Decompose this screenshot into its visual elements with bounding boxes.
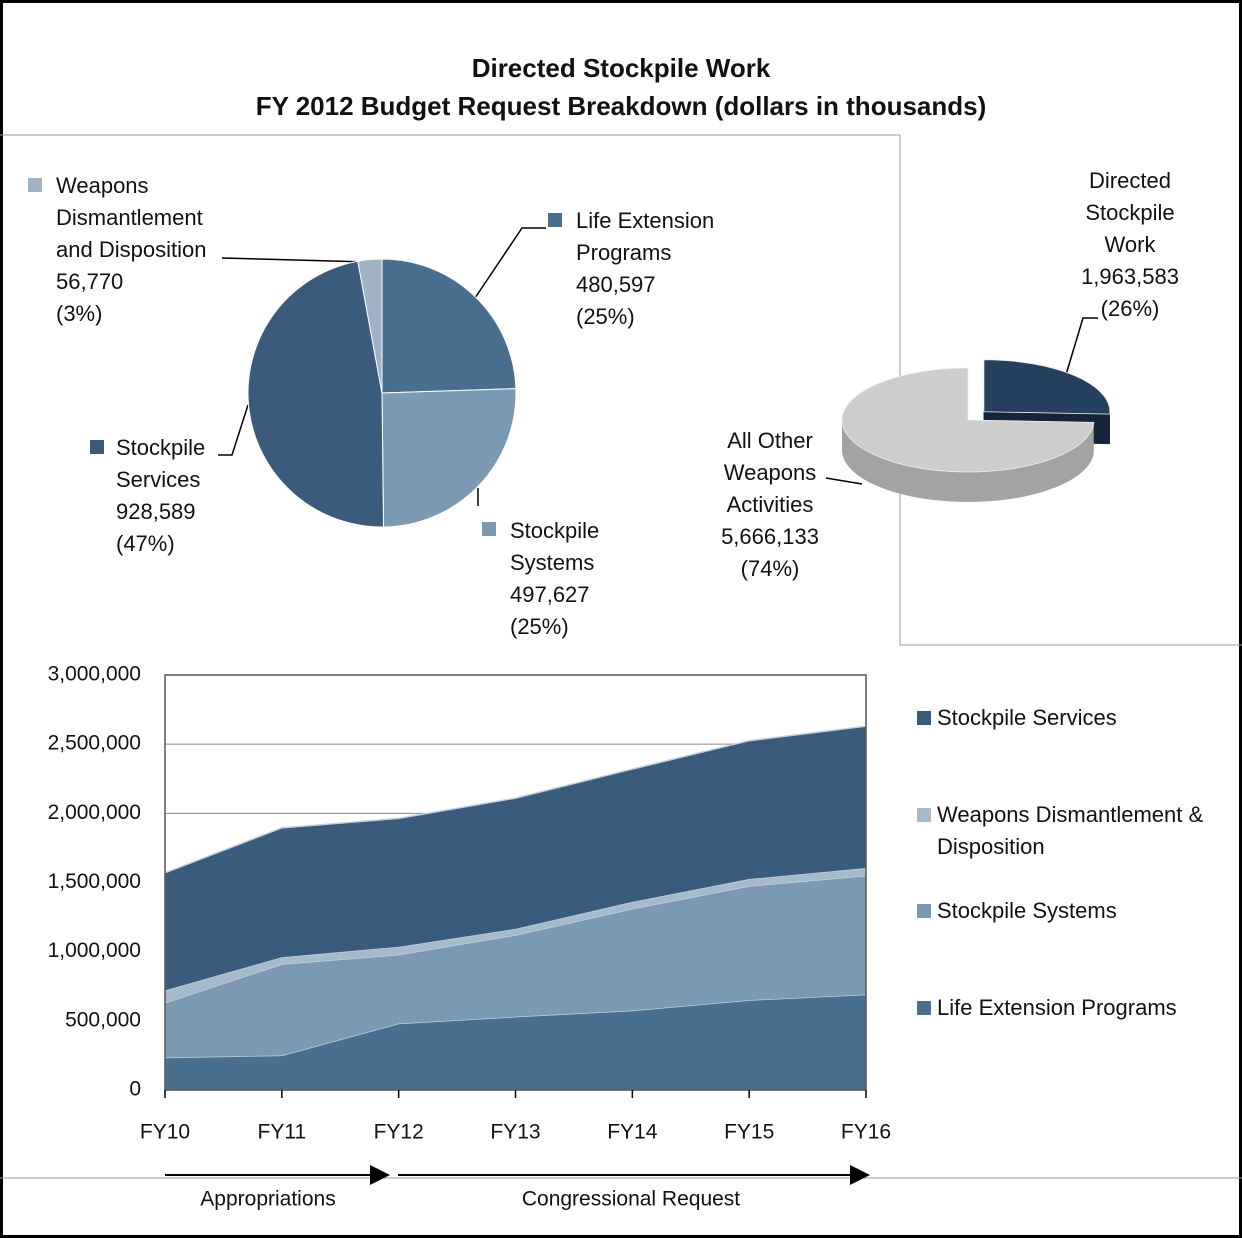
legend-swatch (917, 711, 931, 725)
legend-label: Weapons Dismantlement & Disposition (937, 801, 1204, 859)
legend-label: Life Extension Programs (937, 994, 1177, 1020)
pie-slice (357, 258, 383, 394)
pie-slice (247, 260, 385, 528)
pie-label: Life Extension Programs 480,597 (25%) (576, 205, 741, 333)
pie-label: Directed Stockpile Work 1,963,583 (26%) (1060, 165, 1200, 325)
label-value: 1,963,583 (1081, 264, 1179, 289)
chart-title: Directed Stockpile Work (472, 53, 771, 83)
y-tick-label: 1,500,000 (48, 870, 141, 893)
label-percent: (74%) (740, 556, 800, 581)
label-value: 497,627 (510, 582, 590, 607)
x-tick-label: FY12 (374, 1121, 424, 1144)
y-tick-label: 1,000,000 (48, 939, 141, 962)
label-name: All Other Weapons Activities (723, 428, 817, 517)
label-value: 480,597 (576, 272, 656, 297)
label-percent: (26%) (1100, 296, 1160, 321)
legend-swatch (917, 807, 931, 822)
area-edge (164, 725, 867, 874)
pie-label: Stockpile Services 928,589 (47%) (116, 432, 226, 560)
pie-slice (983, 359, 1111, 415)
legend-entry: Weapons Dismantlement & Disposition (917, 799, 1237, 863)
legend-label: Stockpile Systems (937, 898, 1117, 923)
pie-label: All Other Weapons Activities 5,666,133 (… (705, 425, 835, 585)
label-percent: (47%) (116, 531, 175, 556)
leader-line (1064, 317, 1098, 379)
x-tick-label: FY10 (140, 1121, 190, 1144)
label-value: 56,770 (56, 269, 124, 294)
pie-label-swatch (548, 213, 562, 227)
pie-label-swatch (28, 178, 42, 192)
area (165, 875, 866, 1058)
legend-swatch (917, 1000, 931, 1015)
x-tick-label: FY14 (607, 1121, 658, 1144)
area (165, 726, 866, 991)
annotation: Congressional Request (522, 1188, 740, 1211)
y-tick-label: 500,000 (65, 1008, 141, 1031)
y-tick-label: 3,000,000 (48, 663, 141, 686)
pie-label: Weapons Dismantlement and Disposition 56… (56, 170, 236, 330)
legend-entry: Stockpile Systems (917, 895, 1237, 927)
pie-slice (381, 258, 517, 394)
legend-entry: Stockpile Services (917, 702, 1237, 734)
area (165, 867, 866, 1003)
chart-subtitle: FY 2012 Budget Request Breakdown (dollar… (256, 91, 987, 121)
x-tick-label: FY15 (724, 1121, 774, 1144)
x-tick-label: FY11 (258, 1121, 307, 1144)
label-name: Weapons Dismantlement and Disposition (56, 173, 207, 262)
label-percent: (3%) (56, 301, 103, 326)
label-value: 928,589 (116, 499, 196, 524)
label-name: Directed Stockpile Work (1085, 168, 1175, 257)
label-percent: (25%) (576, 304, 635, 329)
leader-line (221, 257, 369, 263)
y-tick-label: 2,500,000 (48, 732, 141, 755)
leader-line (218, 404, 249, 456)
x-tick-label: FY16 (841, 1121, 891, 1144)
label-name: Stockpile Systems (510, 518, 600, 575)
pie-slice (841, 367, 1095, 473)
area (165, 994, 866, 1090)
legend-entry: Life Extension Programs (917, 992, 1237, 1024)
y-tick-label: 0 (129, 1078, 141, 1101)
pie-slice (381, 388, 517, 528)
x-tick-label: FY13 (490, 1121, 540, 1144)
legend-swatch (917, 904, 931, 918)
label-name: Stockpile Services (116, 435, 206, 492)
pie-label: Stockpile Systems 497,627 (25%) (510, 515, 620, 643)
y-tick-label: 2,000,000 (48, 801, 141, 824)
leader-line (825, 477, 863, 485)
leader-line (474, 227, 546, 299)
leader-lines (218, 227, 1098, 506)
pie-label-swatch (90, 440, 104, 454)
annotation: Appropriations (200, 1188, 335, 1211)
label-name: Life Extension Programs (576, 208, 715, 265)
label-value: 5,666,133 (721, 524, 819, 549)
legend-label: Stockpile Services (937, 705, 1117, 730)
pie-label-swatch (482, 522, 496, 536)
label-percent: (25%) (510, 614, 569, 639)
